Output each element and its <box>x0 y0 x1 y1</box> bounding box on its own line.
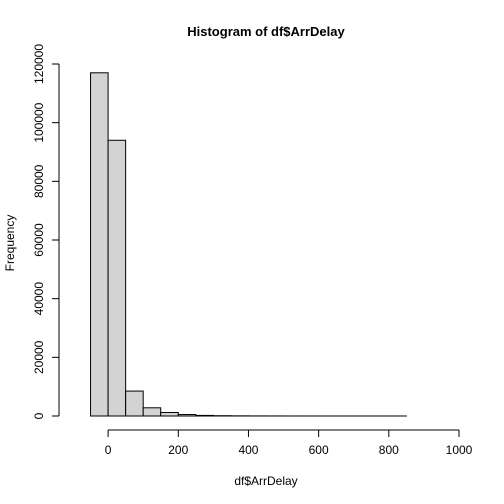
y-tick-label: 120000 <box>32 44 46 84</box>
histogram-bar <box>195 414 214 417</box>
y-axis: 0 20000 40000 60000 80000 100000 120000 <box>32 44 60 419</box>
x-axis-label: df$ArrDelay <box>234 474 297 488</box>
y-tick-label: 80000 <box>32 164 46 198</box>
bars-group <box>90 72 407 417</box>
x-tick-label: 1000 <box>446 443 473 457</box>
histogram-bar <box>177 414 197 417</box>
chart-title: Histogram of df$ArrDelay <box>187 24 345 39</box>
y-tick-label: 60000 <box>32 223 46 257</box>
y-tick-label: 0 <box>32 412 46 419</box>
y-axis-label: Frequency <box>3 215 17 272</box>
x-tick-label: 600 <box>309 443 329 457</box>
histogram-bar <box>90 72 109 417</box>
histogram-bar <box>160 411 179 417</box>
y-tick-label: 20000 <box>32 340 46 374</box>
x-tick-label: 200 <box>168 443 188 457</box>
x-tick-label: 0 <box>105 443 112 457</box>
histogram-bar <box>142 407 162 417</box>
x-tick-label: 400 <box>238 443 258 457</box>
histogram-bar <box>125 390 144 417</box>
x-axis: 0 200 400 600 800 1000 <box>105 429 473 457</box>
x-tick-label: 800 <box>379 443 399 457</box>
histogram-bar <box>107 139 127 417</box>
y-tick-label: 40000 <box>32 282 46 316</box>
y-tick-label: 100000 <box>32 102 46 142</box>
